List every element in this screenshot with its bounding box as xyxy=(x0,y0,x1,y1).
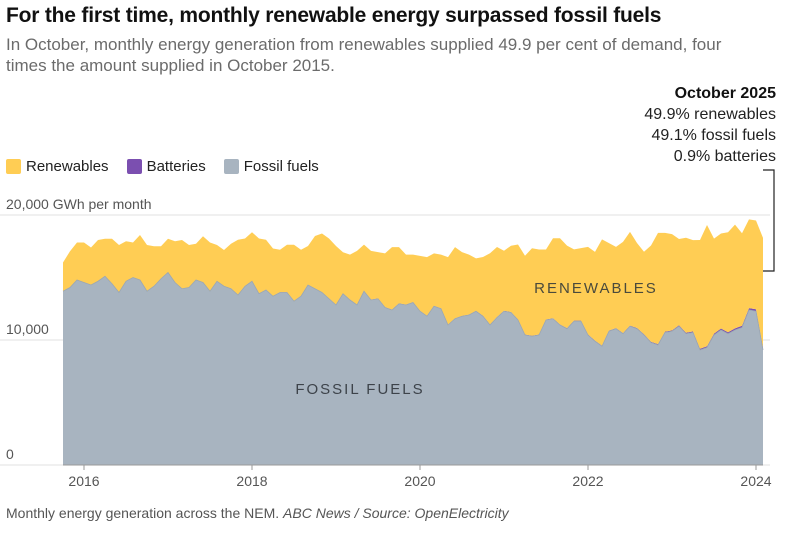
fossil-fuels-area xyxy=(63,272,763,465)
x-tick-label: 2018 xyxy=(236,473,267,489)
y-tick-label: 0 xyxy=(6,446,14,462)
x-tick-label: 2022 xyxy=(572,473,603,489)
x-tick-label: 2020 xyxy=(404,473,435,489)
legend-label-batteries: Batteries xyxy=(146,158,206,175)
y-tick-label: 10,000 xyxy=(6,321,49,337)
area-layer xyxy=(62,219,764,465)
axis-labels: 20,000 GWh per month 10,000 0 2016 2018 2020 2… xyxy=(6,196,772,489)
october-2025-callout: October 2025 49.9% renewables 49.1% foss… xyxy=(644,83,776,167)
legend: Renewables Batteries Fossil fuels xyxy=(6,158,319,175)
callout-title: October 2025 xyxy=(674,85,776,102)
legend-swatch-fossil-fuels xyxy=(223,159,239,174)
x-tick-label: 2016 xyxy=(68,473,99,489)
legend-label-renewables: Renewables xyxy=(26,158,109,175)
legend-item-fossil-fuels: Fossil fuels xyxy=(223,158,319,175)
callout-batteries: 0.9% batteries xyxy=(673,148,776,165)
footer: Monthly energy generation across the NEM… xyxy=(6,505,509,521)
chart-title: For the first time, monthly renewable en… xyxy=(6,4,662,27)
y-tick-label: 20,000 GWh per month xyxy=(6,196,152,212)
legend-label-fossil-fuels: Fossil fuels xyxy=(243,158,319,175)
legend-item-batteries: Batteries xyxy=(126,158,206,175)
callout-renewables: 49.9% renewables xyxy=(644,106,776,123)
legend-swatch-renewables xyxy=(6,159,21,174)
renewables-area-label: RENEWABLES xyxy=(534,280,658,297)
legend-item-renewables: Renewables xyxy=(6,158,109,175)
fossil-fuels-line xyxy=(62,271,764,351)
callout-fossil-fuels: 49.1% fossil fuels xyxy=(651,127,776,144)
chart-subtitle: In October, monthly energy generation fr… xyxy=(6,35,722,75)
callout-leader-line xyxy=(763,169,775,272)
x-tick-label: 2024 xyxy=(740,473,771,489)
renewables-area xyxy=(63,219,763,349)
footer-text: Monthly energy generation across the NEM… xyxy=(6,505,280,521)
legend-swatch-batteries xyxy=(126,159,142,174)
footer-credit: ABC News / Source: OpenElectricity xyxy=(283,505,509,521)
fossil-fuels-area-label: FOSSIL FUELS xyxy=(295,381,424,398)
